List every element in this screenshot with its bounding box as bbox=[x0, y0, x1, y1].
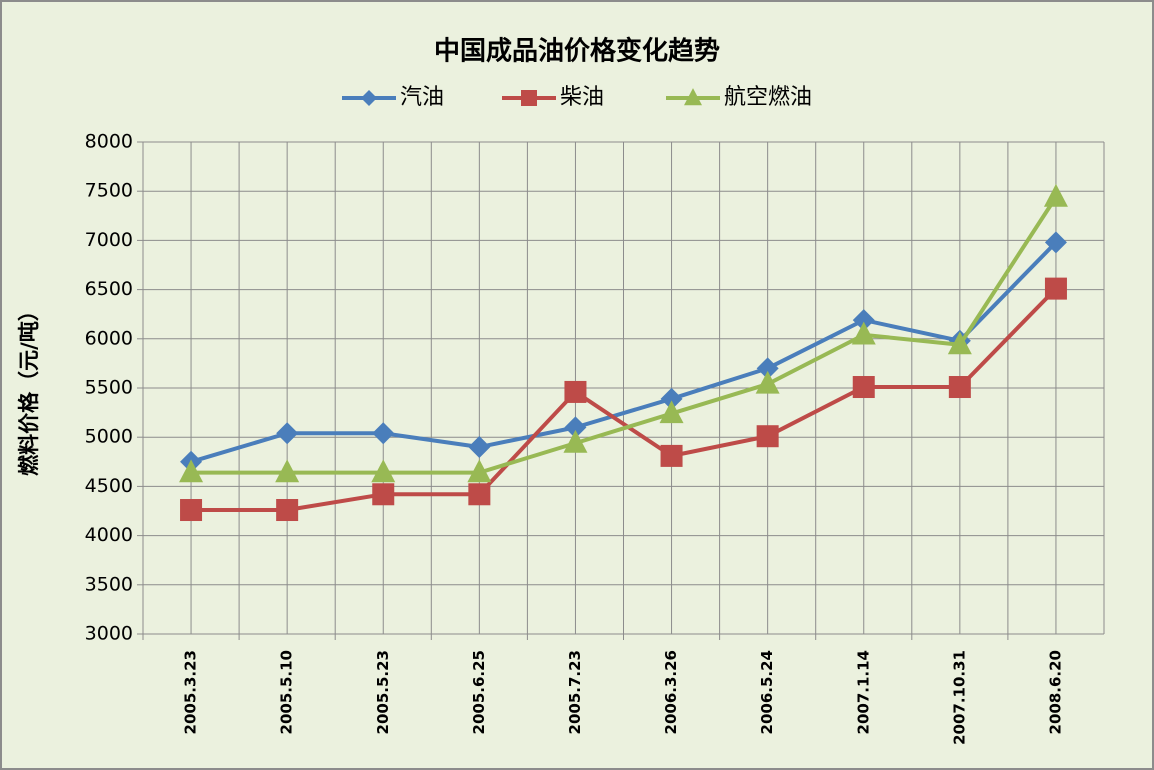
data-point bbox=[1044, 277, 1067, 300]
legend-marker bbox=[521, 90, 537, 106]
y-tick-label: 6000 bbox=[85, 327, 133, 349]
y-tick-label: 6500 bbox=[85, 278, 133, 300]
x-tick-label: 2008.6.20 bbox=[1046, 650, 1064, 734]
data-point bbox=[948, 376, 971, 399]
x-tick-label: 2005.5.23 bbox=[374, 650, 392, 734]
data-point bbox=[467, 459, 492, 483]
y-tick-label: 7000 bbox=[85, 229, 133, 251]
data-point bbox=[564, 416, 587, 439]
data-point bbox=[851, 321, 876, 345]
y-tick-label: 5500 bbox=[85, 377, 133, 399]
series-line bbox=[190, 240, 1058, 464]
data-point bbox=[756, 425, 779, 448]
legend-marker bbox=[361, 90, 377, 106]
series-line bbox=[191, 287, 1058, 513]
x-tick-label: 2005.6.25 bbox=[470, 650, 488, 734]
data-point bbox=[180, 499, 203, 522]
y-tick-label: 5000 bbox=[85, 426, 133, 448]
x-tick-label: 2005.5.10 bbox=[278, 650, 296, 734]
data-point bbox=[852, 309, 875, 332]
data-point bbox=[276, 422, 299, 445]
legend-label: 汽油 bbox=[400, 85, 444, 110]
series-line bbox=[191, 196, 1058, 475]
data-point bbox=[756, 357, 779, 380]
y-tick-label: 7500 bbox=[85, 180, 133, 202]
data-point bbox=[276, 499, 299, 522]
data-point bbox=[1043, 183, 1068, 207]
x-tick-label: 2007.1.14 bbox=[854, 650, 872, 734]
data-point bbox=[852, 376, 875, 399]
data-point bbox=[372, 422, 395, 445]
legend-label: 航空燃油 bbox=[724, 85, 812, 110]
data-point bbox=[468, 483, 491, 506]
y-axis-label: 燃料价格（元/吨） bbox=[17, 300, 41, 476]
data-point bbox=[755, 370, 780, 394]
x-tick-label: 2005.3.23 bbox=[182, 650, 200, 734]
data-point bbox=[371, 459, 396, 483]
data-point bbox=[372, 483, 395, 506]
data-point bbox=[468, 436, 491, 459]
data-point bbox=[563, 429, 588, 453]
x-tick-label: 2006.3.26 bbox=[662, 650, 680, 734]
data-point bbox=[660, 387, 683, 410]
x-tick-label: 2006.5.24 bbox=[758, 650, 776, 734]
y-tick-label: 4500 bbox=[85, 475, 133, 497]
legend-marker bbox=[684, 88, 702, 106]
legend-label: 柴油 bbox=[560, 85, 604, 110]
data-point bbox=[1044, 231, 1067, 254]
data-point bbox=[564, 380, 587, 403]
y-tick-label: 8000 bbox=[85, 131, 133, 153]
y-tick-label: 4000 bbox=[85, 524, 133, 546]
chart-title: 中国成品油价格变化趋势 bbox=[434, 36, 720, 67]
x-tick-label: 2005.7.23 bbox=[566, 650, 584, 734]
data-point bbox=[660, 444, 683, 467]
y-tick-label: 3500 bbox=[85, 573, 133, 595]
data-point bbox=[659, 400, 684, 424]
data-point bbox=[275, 459, 300, 483]
data-point bbox=[179, 459, 204, 483]
y-tick-label: 3000 bbox=[85, 623, 133, 645]
data-point bbox=[947, 331, 972, 355]
x-tick-label: 2007.10.31 bbox=[950, 650, 968, 745]
